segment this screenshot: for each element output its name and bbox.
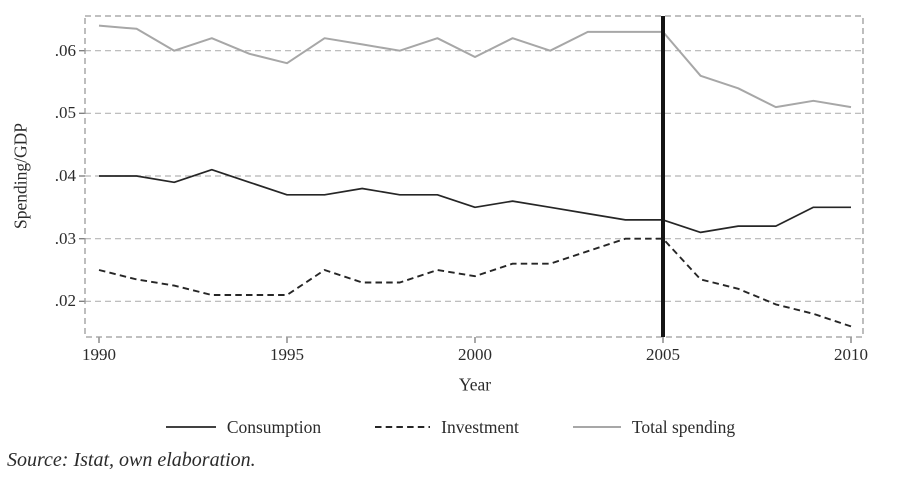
legend-label-consumption: Consumption bbox=[226, 417, 322, 437]
legend-item-consumption: Consumption bbox=[165, 416, 321, 438]
y-tick-label: .03 bbox=[54, 228, 76, 248]
series-consumption-line bbox=[99, 168, 851, 234]
x-tick-label: 2005 bbox=[646, 345, 680, 364]
y-tick-label: .02 bbox=[54, 291, 76, 311]
x-tick-label: 2000 bbox=[458, 345, 492, 364]
total-spending-line-swatch bbox=[572, 426, 621, 428]
legend-item-investment: Investment bbox=[374, 416, 519, 438]
x-tick-label: 1995 bbox=[270, 345, 304, 364]
legend-label-investment: Investment bbox=[441, 417, 519, 437]
x-tick-label: 2010 bbox=[834, 345, 868, 364]
y-tick-label: .06 bbox=[54, 40, 76, 60]
y-tick-label: .05 bbox=[54, 103, 76, 123]
source-note: Source: Istat, own elaboration. bbox=[7, 449, 256, 471]
x-tick-label: 1990 bbox=[82, 345, 116, 364]
series-investment-line bbox=[98, 237, 852, 328]
investment-line-swatch bbox=[375, 426, 431, 428]
legend: Consumption Investment Total spending bbox=[0, 414, 900, 440]
y-tick-label: .04 bbox=[54, 166, 76, 185]
consumption-line-swatch bbox=[165, 426, 216, 428]
legend-label-total-spending: Total spending bbox=[631, 417, 736, 437]
series-total-spending-line bbox=[98, 24, 852, 109]
legend-item-total-spending: Total spending bbox=[572, 416, 735, 438]
x-axis-label: Year bbox=[458, 374, 492, 395]
